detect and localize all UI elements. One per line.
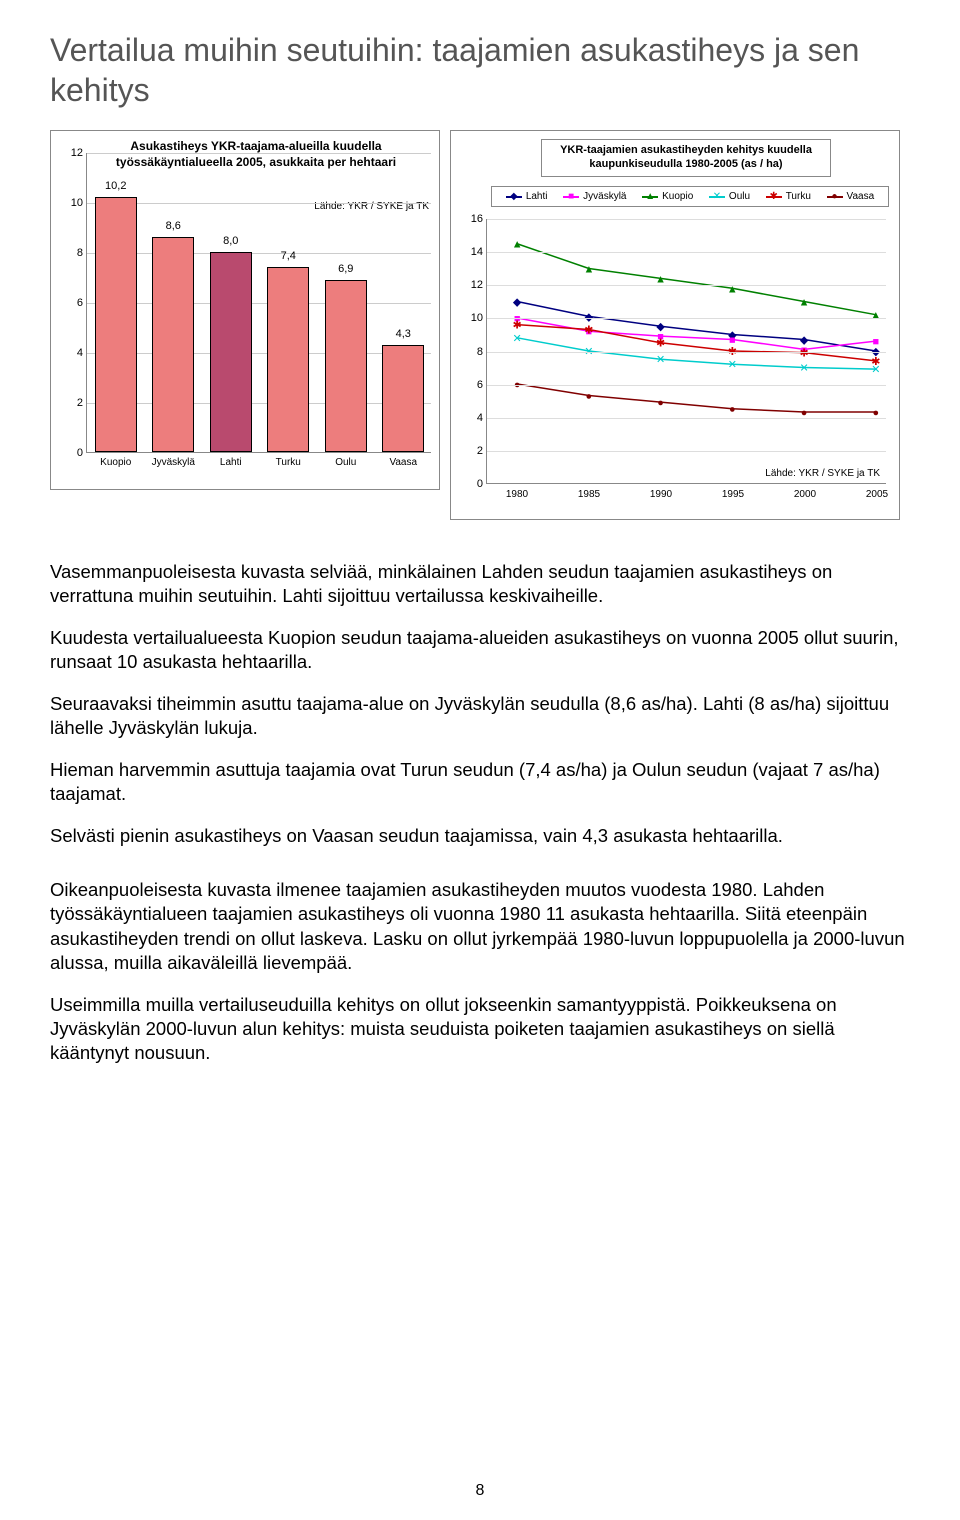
line-ytick: 6 — [465, 379, 483, 391]
svg-text:▲: ▲ — [870, 310, 881, 322]
svg-text:●: ● — [657, 397, 664, 409]
line-chart-legend: ◆Lahti ■Jyväskylä ▲Kuopio ✕Oulu ✱Turku ●Vaasa — [491, 186, 889, 207]
svg-text:✕: ✕ — [799, 362, 808, 374]
line-xtick: 2000 — [794, 489, 816, 500]
line-ytick: 12 — [465, 279, 483, 291]
line-chart-panel: YKR-taajamien asukastiheyden kehitys kuu… — [450, 130, 900, 520]
bar-value-label: 10,2 — [96, 180, 136, 192]
paragraph: Vasemmanpuoleisesta kuvasta selviää, min… — [50, 560, 910, 608]
svg-text:◆: ◆ — [585, 311, 594, 323]
paragraph: Kuudesta vertailualueesta Kuopion seudun… — [50, 626, 910, 674]
legend-item: ◆Lahti — [506, 191, 548, 202]
legend-label: Kuopio — [662, 191, 693, 202]
line-chart-source: Lähde: YKR / SYKE ja TK — [765, 468, 880, 479]
line-ytick: 10 — [465, 312, 483, 324]
line-xtick: 1990 — [650, 489, 672, 500]
page-heading: Vertailua muihin seutuihin: taajamien as… — [50, 30, 910, 110]
svg-text:✕: ✕ — [513, 333, 522, 345]
line-ytick: 2 — [465, 445, 483, 457]
bar-chart-panel: Asukastiheys YKR-taajama-alueilla kuudel… — [50, 130, 440, 490]
bar: 8,0 — [210, 252, 252, 452]
svg-text:●: ● — [586, 391, 593, 403]
bar: 6,9 — [325, 280, 367, 453]
line-xtick: 2005 — [866, 489, 888, 500]
svg-text:▲: ▲ — [583, 263, 594, 275]
bar-value-label: 7,4 — [268, 250, 308, 262]
legend-label: Jyväskylä — [583, 191, 626, 202]
bar: 4,3 — [382, 345, 424, 453]
legend-label: Oulu — [729, 191, 750, 202]
svg-text:▲: ▲ — [655, 273, 666, 285]
bar-category-label: Oulu — [321, 457, 371, 468]
svg-text:◆: ◆ — [513, 296, 522, 308]
bar-value-label: 8,6 — [153, 220, 193, 232]
svg-text:✕: ✕ — [728, 359, 737, 371]
svg-text:✕: ✕ — [656, 354, 665, 366]
line-plot-area: ◆◆◆◆◆◆■■■■■■▲▲▲▲▲▲✕✕✕✕✕✕✱✱✱✱✱✱●●●●●● Läh… — [486, 219, 886, 484]
bar-ytick: 12 — [65, 147, 83, 159]
legend-item: ✱Turku — [766, 191, 811, 202]
bar-category-label: Kuopio — [91, 457, 141, 468]
paragraph: Selvästi pienin asukastiheys on Vaasan s… — [50, 824, 910, 848]
paragraph: Oikeanpuoleisesta kuvasta ilmenee taajam… — [50, 878, 910, 974]
charts-row: Asukastiheys YKR-taajama-alueilla kuudel… — [50, 130, 910, 520]
paragraph: Hieman harvemmin asuttuja taajamia ovat … — [50, 758, 910, 806]
bar-value-label: 6,9 — [326, 263, 366, 275]
bar-ytick: 6 — [65, 297, 83, 309]
bar-value-label: 4,3 — [383, 328, 423, 340]
bar-value-label: 8,0 — [211, 235, 251, 247]
line-ytick: 14 — [465, 246, 483, 258]
svg-text:✱: ✱ — [656, 338, 665, 350]
svg-text:▲: ▲ — [512, 239, 523, 251]
svg-text:✱: ✱ — [584, 325, 593, 337]
legend-label: Lahti — [526, 191, 548, 202]
bar-category-label: Jyväskylä — [148, 457, 198, 468]
legend-label: Turku — [786, 191, 811, 202]
svg-text:▲: ▲ — [799, 296, 810, 308]
legend-label: Vaasa — [847, 191, 875, 202]
bar: 7,4 — [267, 267, 309, 452]
line-xtick: 1985 — [578, 489, 600, 500]
line-xtick: 1995 — [722, 489, 744, 500]
line-ytick: 4 — [465, 412, 483, 424]
bar-ytick: 2 — [65, 397, 83, 409]
bar-ytick: 0 — [65, 447, 83, 459]
line-chart-title: YKR-taajamien asukastiheyden kehitys kuu… — [541, 139, 831, 177]
bar-category-label: Vaasa — [378, 457, 428, 468]
legend-item: ✕Oulu — [709, 191, 750, 202]
bar-plot-area: 02468101210,2Kuopio8,6Jyväskylä8,0Lahti7… — [86, 153, 431, 453]
bar-ytick: 10 — [65, 197, 83, 209]
line-ytick: 0 — [465, 478, 483, 490]
bar-ytick: 8 — [65, 247, 83, 259]
line-xtick: 1980 — [506, 489, 528, 500]
bar: 8,6 — [152, 237, 194, 452]
line-ytick: 16 — [465, 213, 483, 225]
svg-text:✱: ✱ — [513, 320, 522, 332]
svg-text:✱: ✱ — [871, 356, 880, 368]
bar-ytick: 4 — [65, 347, 83, 359]
body-text: Vasemmanpuoleisesta kuvasta selviää, min… — [50, 560, 910, 1065]
legend-item: ●Vaasa — [827, 191, 875, 202]
bar: 10,2 — [95, 197, 137, 452]
bar-category-label: Turku — [263, 457, 313, 468]
line-ytick: 8 — [465, 346, 483, 358]
svg-text:●: ● — [729, 404, 736, 416]
paragraph: Useimmilla muilla vertailuseuduilla kehi… — [50, 993, 910, 1065]
page-number: 8 — [0, 1482, 960, 1500]
svg-text:■: ■ — [729, 334, 736, 346]
bar-category-label: Lahti — [206, 457, 256, 468]
legend-item: ▲Kuopio — [642, 191, 693, 202]
legend-item: ■Jyväskylä — [563, 191, 626, 202]
paragraph: Seuraavaksi tiheimmin asuttu taajama-alu… — [50, 692, 910, 740]
svg-text:✱: ✱ — [799, 348, 808, 360]
svg-text:■: ■ — [872, 336, 879, 348]
